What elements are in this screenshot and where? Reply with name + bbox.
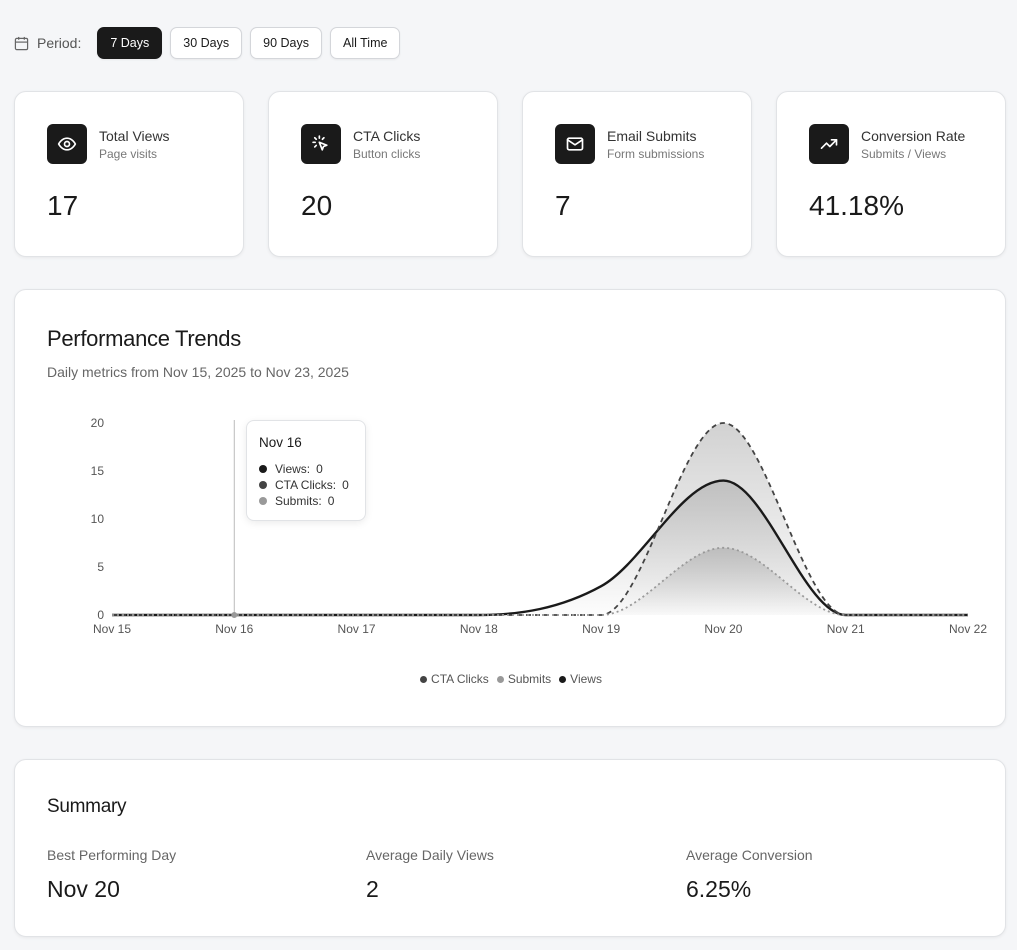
area-submits <box>112 547 968 615</box>
summary-label-best-day: Best Performing Day <box>47 847 177 863</box>
legend-item-views[interactable]: Views <box>559 672 602 686</box>
area-cta-clicks <box>112 423 968 615</box>
stat-subtitle: Button clicks <box>353 147 421 161</box>
submits-dot-icon <box>259 497 267 505</box>
tooltip-value: 0 <box>316 462 323 476</box>
period-label: Period: <box>37 35 82 51</box>
views-dot-icon <box>559 675 567 683</box>
summary-label-avg-views: Average Daily Views <box>366 847 494 863</box>
summary-value-avg-views: 2 <box>366 876 379 902</box>
stat-subtitle: Form submissions <box>607 147 705 161</box>
summary-label-avg-conversion: Average Conversion <box>686 847 813 863</box>
stat-subtitle: Page visits <box>99 147 158 161</box>
performance-chart[interactable]: 0 5 10 15 20 Nov 15 Nov 16 Nov 17 Nov 18 Nov 19 No… <box>15 290 1005 726</box>
x-tick-label: Nov 17 <box>338 622 376 636</box>
trending-up-icon <box>809 124 849 164</box>
mail-icon <box>555 124 595 164</box>
x-tick-label: Nov 21 <box>827 622 865 636</box>
summary-value-best-day: Nov 20 <box>47 876 120 902</box>
performance-trends-card: Performance Trends Daily metrics from No… <box>14 289 1006 727</box>
stat-value: 7 <box>555 190 571 221</box>
tooltip-row-cta-clicks: CTA Clicks: 0 <box>259 478 349 492</box>
submits-dot-icon <box>496 675 504 683</box>
stat-title: Conversion Rate <box>861 128 966 144</box>
period-all-time-button[interactable]: All Time <box>329 27 401 59</box>
period-selector: Period: 7 Days 30 Days 90 Days All Time <box>14 27 408 59</box>
y-tick-label: 20 <box>91 416 105 430</box>
eye-icon <box>47 124 87 164</box>
stat-subtitle: Submits / Views <box>861 147 947 161</box>
stat-title: CTA Clicks <box>353 128 421 144</box>
period-90-days-button[interactable]: 90 Days <box>250 27 322 59</box>
tooltip-label: Views: <box>275 462 311 476</box>
stat-title: Email Submits <box>607 128 697 144</box>
chart-title: Performance Trends <box>47 326 241 351</box>
x-tick-label: Nov 20 <box>704 622 742 636</box>
cta-clicks-dot-icon <box>420 675 428 683</box>
legend-label: Submits <box>507 672 552 686</box>
chart-tooltip: Nov 16 Views: 0 CTA Clicks: 0 Submits: 0 <box>246 420 366 521</box>
active-point <box>231 612 238 618</box>
stat-value: 20 <box>301 190 333 221</box>
period-7-days-button[interactable]: 7 Days <box>97 27 163 59</box>
tooltip-label: CTA Clicks: <box>275 478 337 492</box>
tooltip-value: 0 <box>327 494 335 508</box>
summary-title: Summary <box>47 796 127 817</box>
tooltip-date: Nov 16 <box>259 435 302 450</box>
x-tick-label: Nov 18 <box>460 622 498 636</box>
calendar-icon <box>14 36 29 51</box>
line-cta-clicks <box>111 422 968 616</box>
y-tick-label: 10 <box>91 512 105 526</box>
summary-value-avg-conversion: 6.25% <box>686 876 752 902</box>
tooltip-row-submits: Submits: 0 <box>259 494 334 508</box>
stat-card-cta-clicks: CTA Clicks Button clicks 20 <box>268 91 498 257</box>
y-tick-label: 5 <box>97 560 104 574</box>
x-tick-label: Nov 22 <box>949 622 987 636</box>
tooltip-label: Submits: <box>275 494 322 508</box>
cta-clicks-dot-icon <box>259 481 267 489</box>
y-tick-label: 0 <box>97 608 104 622</box>
pointer-click-icon <box>301 124 341 164</box>
views-dot-icon <box>259 465 267 473</box>
stat-value: 17 <box>47 190 79 221</box>
stat-value: 41.18% <box>809 190 904 221</box>
area-views <box>112 480 968 615</box>
legend-item-submits[interactable]: Submits <box>496 672 552 686</box>
line-submits <box>111 546 968 616</box>
stat-card-total-views: Total Views Page visits 17 <box>14 91 244 257</box>
tooltip-value: 0 <box>342 478 349 492</box>
legend-label: Views <box>570 672 602 686</box>
stat-card-email-submits: Email Submits Form submissions 7 <box>522 91 752 257</box>
summary-card: Summary Best Performing Day Nov 20 Avera… <box>14 759 1006 937</box>
tooltip-row-views: Views: 0 <box>259 462 323 476</box>
y-tick-label: 15 <box>91 464 105 478</box>
x-tick-label: Nov 19 <box>582 622 620 636</box>
x-tick-label: Nov 15 <box>93 622 131 636</box>
chart-legend: CTA Clicks Submits Views <box>15 672 1007 686</box>
period-label-group: Period: <box>14 35 81 51</box>
period-30-days-button[interactable]: 30 Days <box>170 27 243 59</box>
stat-title: Total Views <box>99 128 170 144</box>
line-views <box>111 479 968 617</box>
legend-item-cta-clicks[interactable]: CTA Clicks <box>420 672 489 686</box>
stat-card-conversion-rate: Conversion Rate Submits / Views 41.18% <box>776 91 1006 257</box>
chart-subtitle: Daily metrics from Nov 15, 2025 to Nov 2… <box>47 364 349 380</box>
legend-label: CTA Clicks <box>431 672 489 686</box>
x-tick-label: Nov 16 <box>215 622 253 636</box>
